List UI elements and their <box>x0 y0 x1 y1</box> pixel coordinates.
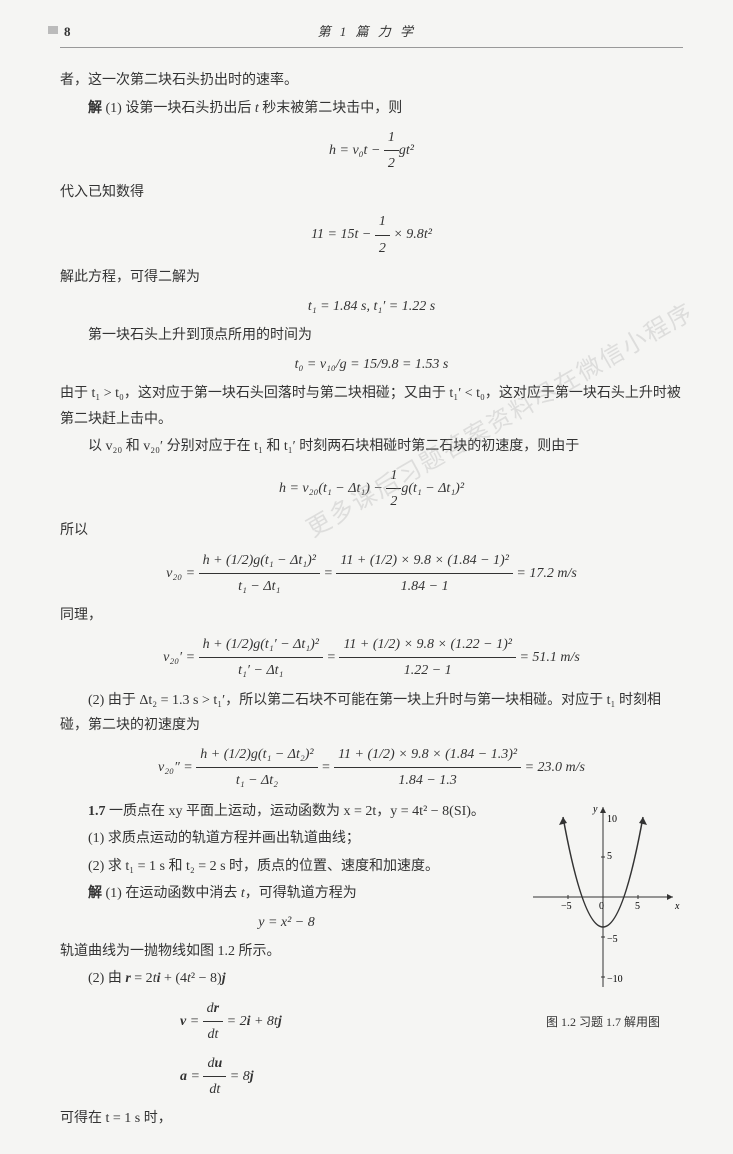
text-line: (2) 由于 Δt₂ = 1.3 s > t₁′，所以第二石块不可能在第一块上升… <box>60 688 683 738</box>
text-line: 第一块石头上升到顶点所用的时间为 <box>60 323 683 348</box>
equation: v₂₀ = h + (1/2)g(t₁ − Δt₁)²t₁ − Δt₁ = 11… <box>60 548 683 599</box>
svg-text:10: 10 <box>607 814 617 825</box>
text-line: 由于 t₁ > t₀，这对应于第一块石头回落时与第二块相碰；又由于 t₁′ < … <box>60 381 683 431</box>
equation: a = dudt = 8j <box>60 1051 513 1102</box>
page-header: 8 第 1 篇 力 学 <box>60 20 683 48</box>
page-number: 8 <box>60 20 71 43</box>
text-line: 同理， <box>60 603 683 628</box>
equation: t₀ = v₁₀/g = 15/9.8 = 1.53 s <box>60 352 683 377</box>
svg-text:−5: −5 <box>607 934 618 945</box>
equation: v₂₀′ = h + (1/2)g(t₁′ − Δt₁)²t₁′ − Δt₁ =… <box>60 632 683 683</box>
svg-text:y: y <box>592 804 598 815</box>
text-line: (2) 由 r = 2ti + (4t² − 8)j <box>60 966 513 991</box>
equation: 11 = 15t − 12 × 9.8t² <box>60 209 683 260</box>
text-line: 解此方程，可得二解为 <box>60 265 683 290</box>
text-line: 解 (1) 在运动函数中消去 t，可得轨道方程为 <box>60 881 513 906</box>
equation: t₁ = 1.84 s, t₁′ = 1.22 s <box>60 294 683 319</box>
equation: v₂₀″ = h + (1/2)g(t₁ − Δt₂)²t₁ − Δt₂ = 1… <box>60 742 683 793</box>
equation: v = drdt = 2i + 8tj <box>60 996 513 1047</box>
svg-text:−5: −5 <box>561 901 572 912</box>
equation: h = v₀t − 12gt² <box>60 125 683 176</box>
text-line: 代入已知数得 <box>60 180 683 205</box>
text-line: 以 v₂₀ 和 v₂₀′ 分别对应于在 t₁ 和 t₁′ 时刻两石块相碰时第二石… <box>60 434 683 459</box>
text-line: 所以 <box>60 518 683 543</box>
parabola-figure: x y 10 5 −5 −10 −5 0 5 <box>523 797 683 997</box>
text-line: 者，这一次第二块石头扔出时的速率。 <box>60 68 683 93</box>
text-line: (1) 求质点运动的轨道方程并画出轨道曲线； <box>60 826 513 851</box>
figure-caption: 图 1.2 习题 1.7 解用图 <box>523 1012 683 1034</box>
svg-text:x: x <box>674 901 680 912</box>
equation: h = v₂₀(t₁ − Δt₁) − 12g(t₁ − Δt₁)² <box>60 463 683 514</box>
svg-text:0: 0 <box>599 901 604 912</box>
chapter-title: 第 1 篇 力 学 <box>71 20 664 43</box>
text-line: 可得在 t = 1 s 时， <box>60 1106 513 1131</box>
text-line: 解 解 (1) 设第一块石头扔出后 t 秒末被第二块击中，则(1) 设第一块石头… <box>60 96 683 121</box>
text-line: 1.7 一质点在 xy 平面上运动，运动函数为 x = 2t，y = 4t² −… <box>60 799 513 824</box>
svg-text:5: 5 <box>635 901 640 912</box>
svg-text:5: 5 <box>607 851 612 862</box>
text-line: (2) 求 t₁ = 1 s 和 t₂ = 2 s 时，质点的位置、速度和加速度… <box>60 854 513 879</box>
equation: y = x² − 8 <box>60 910 513 935</box>
svg-text:−10: −10 <box>607 974 623 985</box>
text-line: 轨道曲线为一抛物线如图 1.2 所示。 <box>60 939 513 964</box>
